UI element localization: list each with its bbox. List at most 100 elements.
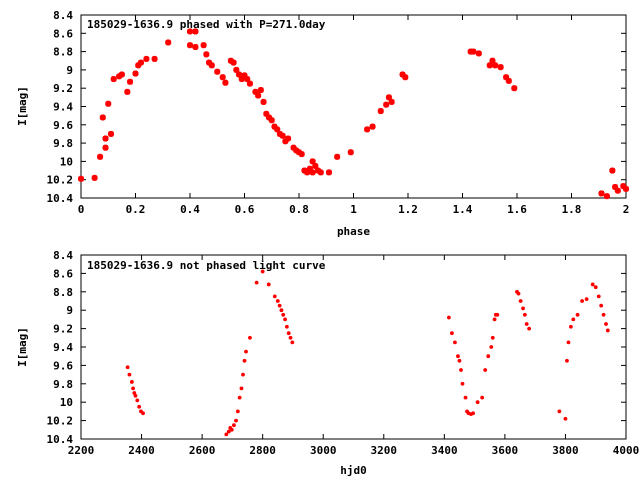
y-tick-label: 10.2	[47, 174, 74, 187]
data-point	[317, 169, 324, 176]
data-point	[132, 70, 139, 77]
data-point	[260, 98, 267, 105]
data-point	[187, 28, 193, 35]
plot-frame	[80, 254, 627, 440]
data-point	[486, 354, 491, 359]
y-tick-label: 9.8	[53, 137, 73, 150]
y-tick-label: 10	[60, 396, 73, 409]
data-point	[222, 79, 229, 86]
data-point	[492, 317, 497, 322]
x-tick-label: 1	[350, 203, 357, 216]
data-point	[127, 372, 132, 377]
data-point	[288, 335, 293, 340]
data-point	[241, 72, 248, 79]
y-tick-label: 10.2	[47, 415, 74, 428]
data-point	[503, 74, 510, 81]
x-tick-label: 1.4	[453, 203, 473, 216]
data-point	[584, 297, 589, 302]
data-point	[192, 44, 199, 51]
x-tick-label: 4000	[613, 444, 640, 457]
data-point	[453, 340, 457, 345]
y-tick-label: 8.4	[53, 9, 73, 22]
data-point	[566, 340, 571, 345]
data-point	[125, 365, 130, 370]
x-tick-label: 3800	[552, 444, 579, 457]
data-point	[516, 291, 521, 296]
data-point	[399, 71, 406, 78]
data-point	[263, 110, 270, 117]
data-point	[239, 386, 244, 391]
data-point	[565, 358, 569, 363]
data-point	[143, 55, 150, 62]
x-tick-label: 2400	[128, 444, 155, 457]
data-point	[598, 190, 605, 197]
data-point	[385, 94, 392, 101]
data-point	[229, 427, 234, 432]
data-point	[497, 64, 504, 71]
x-tick-label: 0	[78, 203, 85, 216]
data-point	[230, 59, 237, 66]
y-tick-label: 10	[60, 155, 73, 168]
data-point	[471, 411, 475, 416]
data-point	[255, 92, 262, 99]
data-point	[260, 269, 265, 274]
data-point	[268, 117, 275, 124]
data-point	[227, 57, 234, 64]
x-tick-label: 0.4	[180, 203, 200, 216]
y-tick-label: 9.8	[53, 378, 73, 391]
x-tick-label: 1.8	[562, 203, 582, 216]
data-point	[224, 432, 229, 437]
y-axis-label: I[mag]	[16, 327, 29, 367]
data-point	[254, 280, 259, 285]
data-point	[301, 167, 308, 174]
data-point	[612, 184, 619, 191]
data-point	[252, 88, 259, 95]
data-point	[334, 153, 341, 160]
data-point	[279, 132, 286, 139]
data-point	[219, 74, 226, 81]
data-point	[206, 59, 213, 66]
data-point	[248, 335, 252, 340]
data-point	[609, 167, 616, 174]
data-point	[364, 126, 371, 133]
data-point	[165, 39, 172, 46]
data-point	[298, 151, 305, 158]
data-point	[192, 28, 199, 35]
data-point	[272, 294, 277, 299]
data-point	[511, 85, 518, 92]
chart-panel-2: 2200 2400 2600 2800 3000 3200 3400 3600 3800 4000…	[16, 249, 639, 477]
x-tick-label: 0.8	[289, 203, 309, 216]
data-point	[116, 73, 123, 80]
data-point	[527, 326, 532, 331]
data-point	[105, 100, 112, 107]
x-tick-label: 3400	[431, 444, 458, 457]
data-point	[614, 187, 621, 194]
x-tick-label: 2800	[249, 444, 276, 457]
y-axis-label: I[mag]	[16, 86, 29, 126]
data-point	[266, 114, 273, 121]
data-point	[505, 77, 512, 84]
data-point	[236, 71, 243, 78]
data-point	[590, 282, 595, 287]
data-point	[369, 123, 376, 130]
data-point	[283, 317, 287, 322]
x-tick-label: 2600	[189, 444, 216, 457]
data-point	[91, 174, 98, 181]
data-point	[285, 135, 292, 142]
data-point	[137, 59, 144, 66]
y-tick-label: 8.8	[53, 46, 73, 59]
data-point	[312, 162, 319, 169]
data-point	[131, 386, 135, 391]
data-point	[242, 358, 247, 363]
x-tick-label: 0.2	[126, 203, 146, 216]
data-point	[460, 381, 465, 386]
data-point	[279, 308, 284, 313]
data-point	[235, 409, 240, 414]
data-point	[137, 404, 142, 409]
x-tick-label: 1.6	[507, 203, 527, 216]
data-point	[214, 68, 221, 75]
data-point	[568, 324, 573, 329]
y-tick-label: 8.4	[53, 249, 73, 262]
chart-panel-1: 0 0.2 0.4 0.6 0.8 1 1.2 1.4 1.6 1.8 2 8.4 8.6 8.8 9 9.2…	[16, 9, 629, 238]
data-point	[603, 193, 610, 200]
